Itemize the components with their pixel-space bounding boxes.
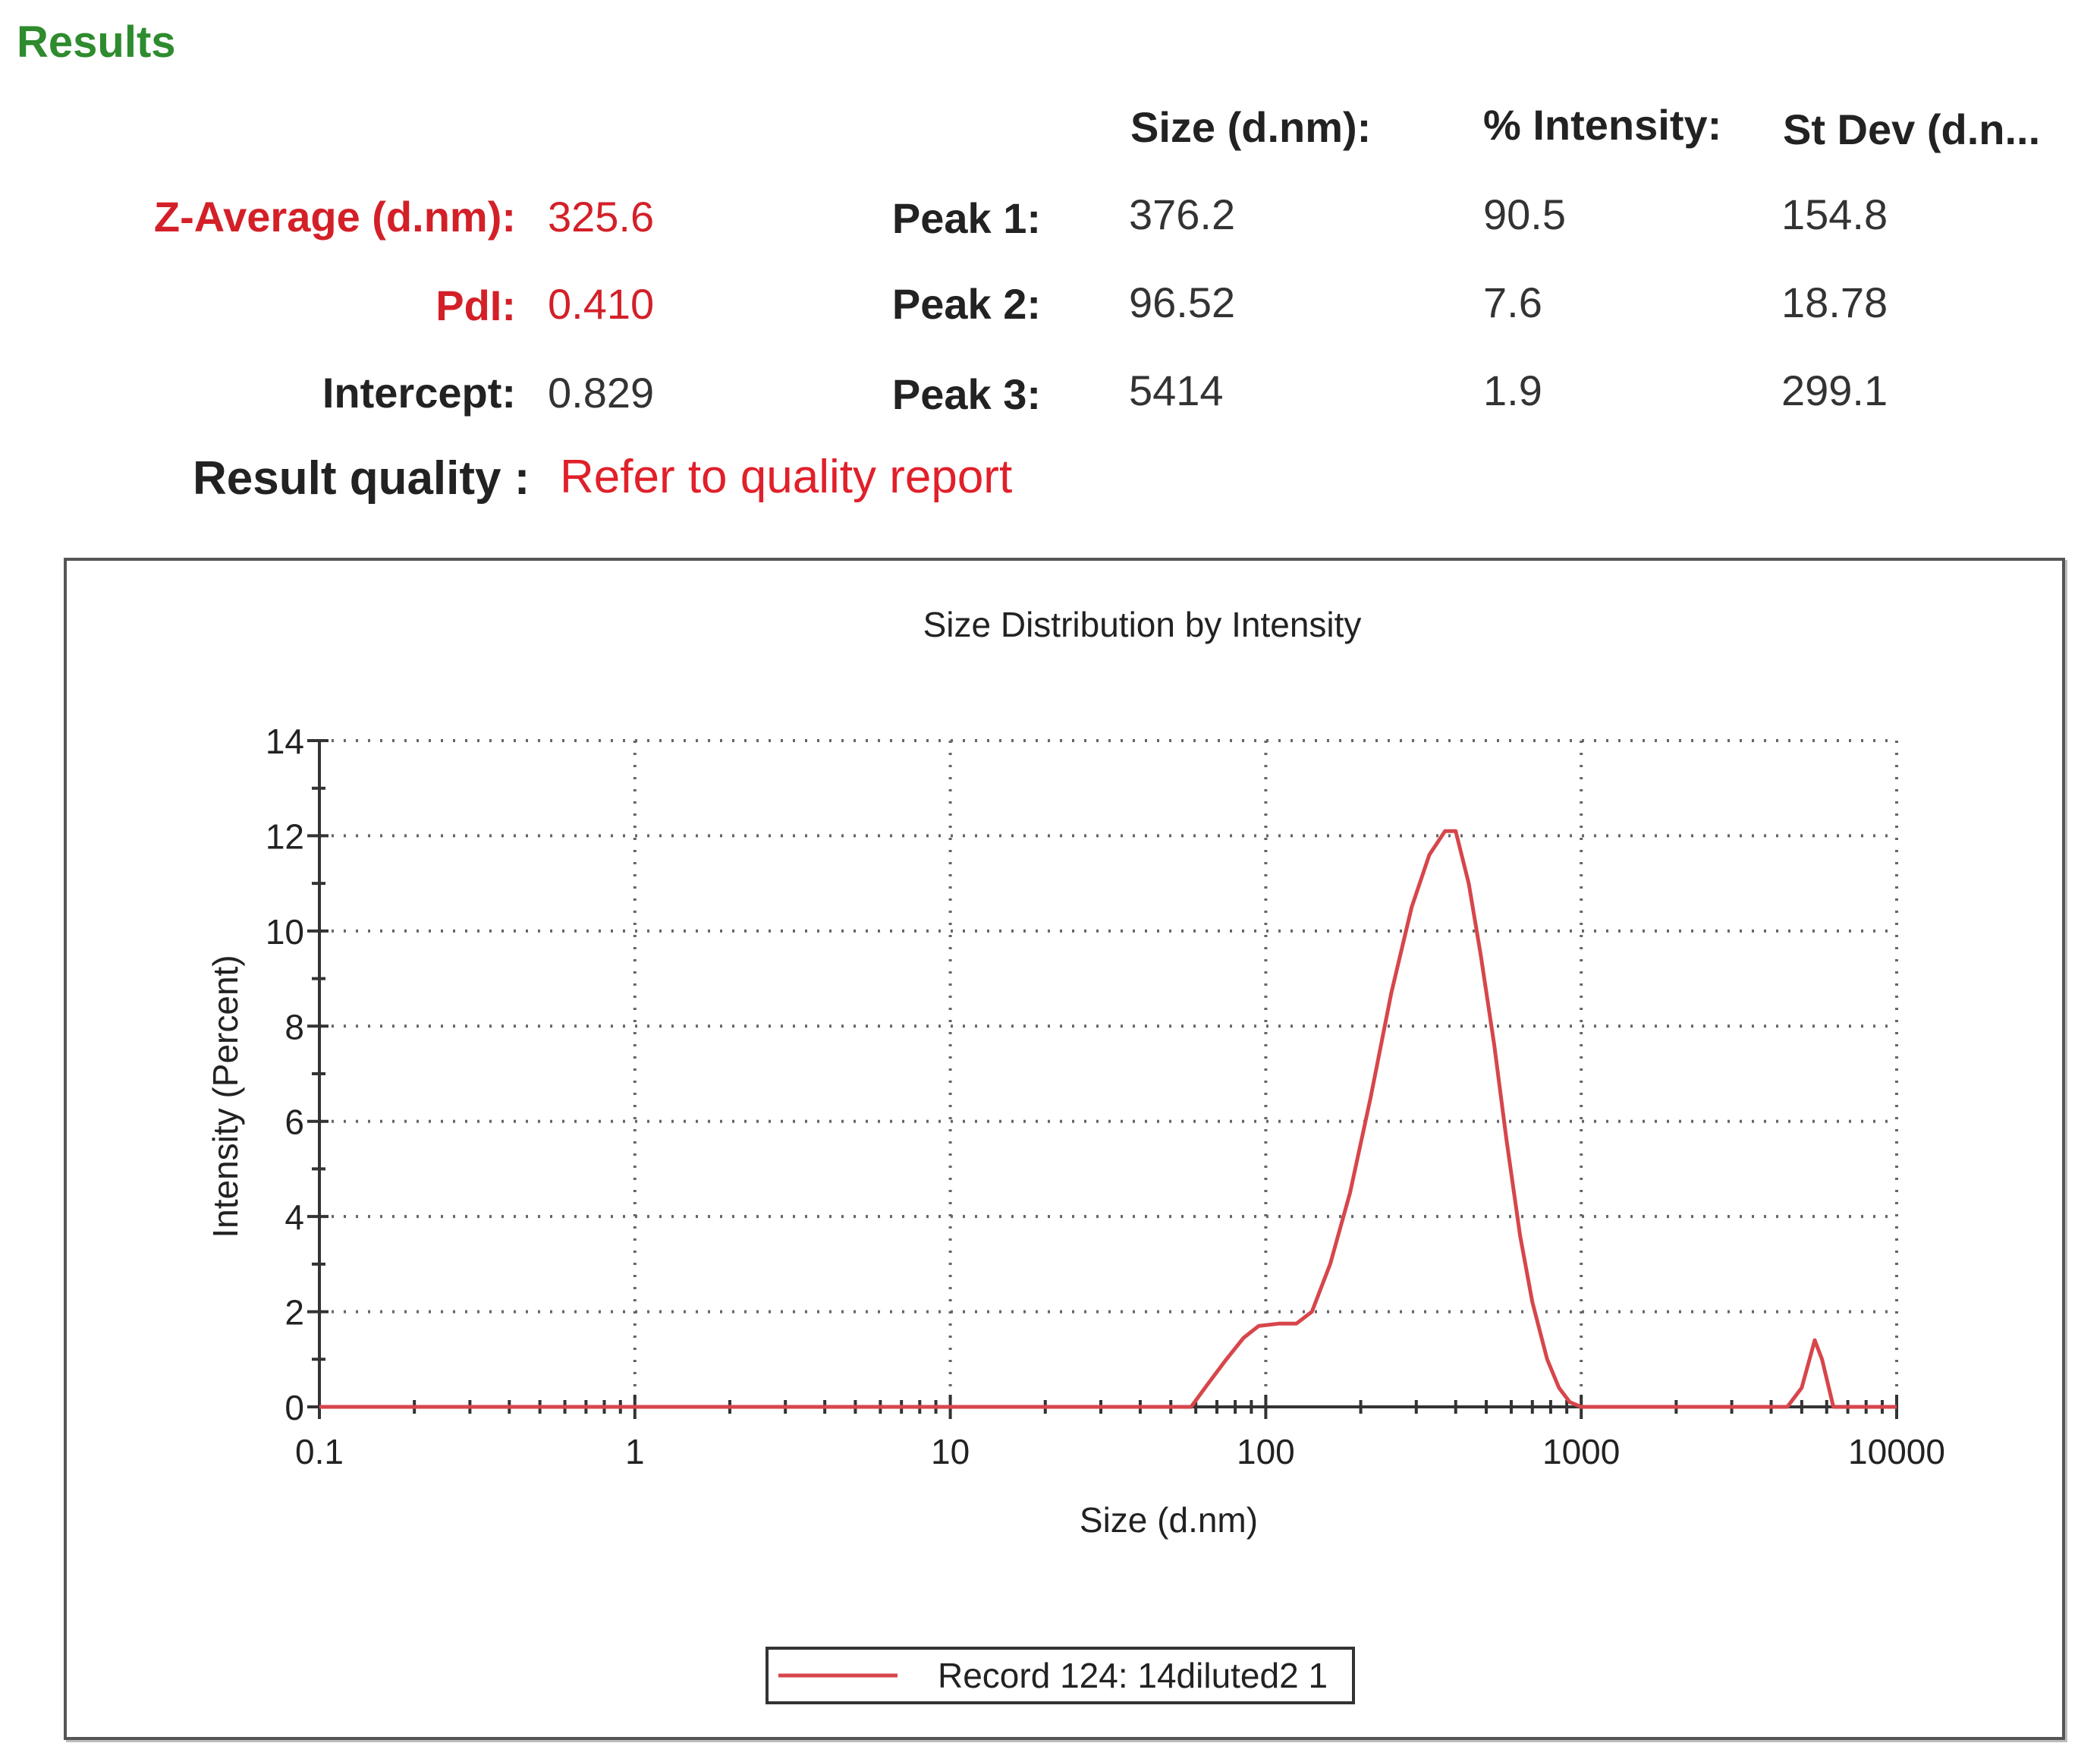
x-tick-label: 100 <box>1237 1432 1295 1471</box>
column-header-stdev: St Dev (d.n... <box>1783 105 2041 153</box>
results-heading: Results <box>17 17 176 67</box>
peak-1-intensity: 90.5 <box>1483 190 1566 238</box>
peak-1-label: Peak 1: <box>891 194 1041 242</box>
chart-title: Size Distribution by Intensity <box>923 605 1362 644</box>
y-tick-label: 8 <box>285 1007 304 1046</box>
chart-panel: Size Distribution by Intensity 0 2 4 6 8 10 12 1… <box>64 558 2065 1740</box>
y-tick-label: 14 <box>266 722 304 761</box>
intercept-label: Intercept: <box>322 369 516 417</box>
x-axis-label: Size (d.nm) <box>1080 1500 1258 1540</box>
x-tick-label: 0.1 <box>295 1432 344 1471</box>
peak-3-label: Peak 3: <box>891 370 1041 418</box>
z-average-value: 325.6 <box>548 193 655 241</box>
z-average-label: Z-Average (d.nm): <box>153 193 516 241</box>
peak-2-stdev: 18.78 <box>1781 278 1888 326</box>
pdi-label: PdI: <box>435 282 516 329</box>
y-tick-label: 12 <box>266 816 304 856</box>
peak-2-intensity: 7.6 <box>1483 278 1542 326</box>
peak-3-stdev: 299.1 <box>1781 367 1888 414</box>
y-tick-label: 2 <box>285 1293 304 1333</box>
peak-1-stdev: 154.8 <box>1781 190 1888 238</box>
intercept-value: 0.829 <box>548 369 655 417</box>
peak-2-label: Peak 2: <box>891 280 1041 328</box>
x-tick-label: 10000 <box>1848 1432 1945 1471</box>
result-quality-link[interactable]: Refer to quality report <box>560 451 1013 503</box>
peak-3-intensity: 1.9 <box>1483 367 1542 414</box>
y-tick-label: 10 <box>266 912 304 952</box>
peak-3-size: 5414 <box>1129 367 1224 414</box>
legend-label: Record 124: 14diluted2 1 <box>938 1656 1328 1695</box>
y-axis-label: Intensity (Percent) <box>206 955 245 1238</box>
column-header-intensity: % Intensity: <box>1483 101 1722 149</box>
series-line-1 <box>319 829 1897 1409</box>
result-quality-label: Result quality : <box>193 452 530 505</box>
pdi-value: 0.410 <box>548 280 655 328</box>
x-tick-label: 10 <box>931 1432 970 1471</box>
x-tick-label: 1 <box>625 1432 645 1471</box>
size-distribution-chart: Size Distribution by Intensity 0 2 4 6 8 10 12 1… <box>206 605 1945 1704</box>
column-header-size: Size (d.nm): <box>1130 103 1372 151</box>
y-tick-label: 0 <box>285 1388 304 1427</box>
peak-2-size: 96.52 <box>1129 278 1236 326</box>
peak-1-size: 376.2 <box>1129 190 1236 238</box>
x-tick-label: 1000 <box>1542 1432 1620 1471</box>
y-tick-label: 6 <box>285 1103 304 1142</box>
y-tick-label: 4 <box>285 1197 304 1237</box>
